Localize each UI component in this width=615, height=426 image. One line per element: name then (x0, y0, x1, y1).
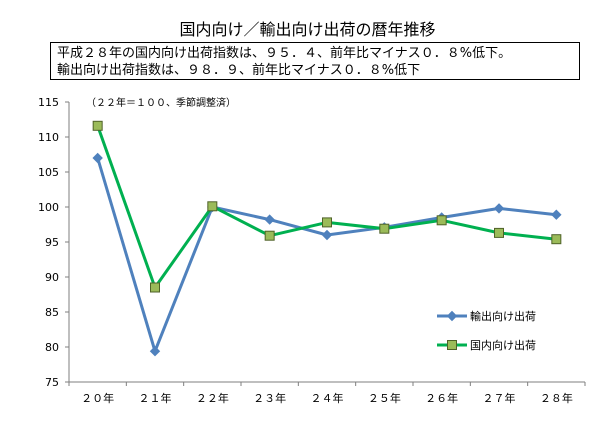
y-tick-label: 90 (45, 271, 59, 284)
legend-label: 国内向け出荷 (470, 338, 536, 352)
x-tick-label: ２５年 (368, 391, 401, 405)
data-point-3 (264, 230, 275, 241)
legend-entry-2: 国内向け出荷 (437, 338, 536, 352)
y-tick-label: 85 (45, 306, 59, 319)
y-tick-label: 105 (38, 166, 59, 179)
data-point-2 (207, 201, 218, 212)
chart-title: 国内向け／輸出向け出荷の暦年推移 (179, 20, 436, 39)
x-tick-label: ２０年 (81, 391, 114, 405)
data-point-legend (446, 310, 458, 322)
data-point-4 (321, 229, 333, 241)
x-tick-group: ２０年 ２１年 ２２年 ２３年 ２４年 ２５年 ２６年 ２７年 ２８年 (68, 382, 586, 405)
x-tick-label: ２７年 (483, 391, 516, 405)
data-point-1 (150, 282, 160, 293)
data-point-0 (92, 152, 103, 164)
data-point-3 (264, 214, 275, 225)
chart-annotation: （２２年＝１００、季節調整済） (86, 96, 236, 109)
x-tick-label: ２２年 (196, 391, 229, 405)
x-tick-label: ２３年 (253, 391, 286, 405)
legend-entry-1: 輸出向け出荷 (437, 309, 536, 323)
data-point-7 (493, 203, 505, 214)
series-2 (92, 120, 562, 293)
series-group (92, 120, 562, 357)
y-tick-label: 100 (38, 201, 59, 214)
data-point-0 (92, 120, 103, 131)
y-tick-label: 75 (45, 376, 59, 389)
series-line (96, 125, 557, 289)
data-point-5 (379, 223, 390, 234)
summary-note: 平成２８年の国内向け出荷指数は、９５．４、前年比マイナス０．８%低下。 輸出向け… (50, 42, 580, 80)
y-tick-label: 95 (45, 236, 59, 249)
summary-note-line-1: 平成２８年の国内向け出荷指数は、９５．４、前年比マイナス０．８%低下。 (57, 46, 512, 61)
data-point-legend (447, 340, 457, 350)
data-point-7 (494, 227, 504, 238)
y-tick-label: 80 (45, 341, 59, 354)
y-tick-group: 75 80 85 90 95 100 105 110 115 (38, 96, 69, 389)
x-tick-label: ２４年 (311, 391, 344, 405)
data-point-8 (551, 234, 562, 245)
x-tick-label: ２８年 (540, 391, 573, 405)
x-tick-label: ２６年 (425, 391, 458, 405)
summary-note-line-2: 輸出向け出荷指数は、９８．９、前年比マイナス０．８%低下 (57, 63, 421, 78)
data-point-1 (149, 345, 161, 357)
data-point-8 (551, 209, 562, 220)
x-tick-label: ２１年 (139, 391, 172, 405)
series-1 (92, 152, 562, 357)
data-point-6 (436, 215, 447, 226)
legend-label: 輸出向け出荷 (470, 309, 536, 323)
y-tick-label: 110 (38, 131, 59, 144)
data-point-4 (322, 217, 332, 228)
y-tick-label: 115 (38, 96, 59, 109)
